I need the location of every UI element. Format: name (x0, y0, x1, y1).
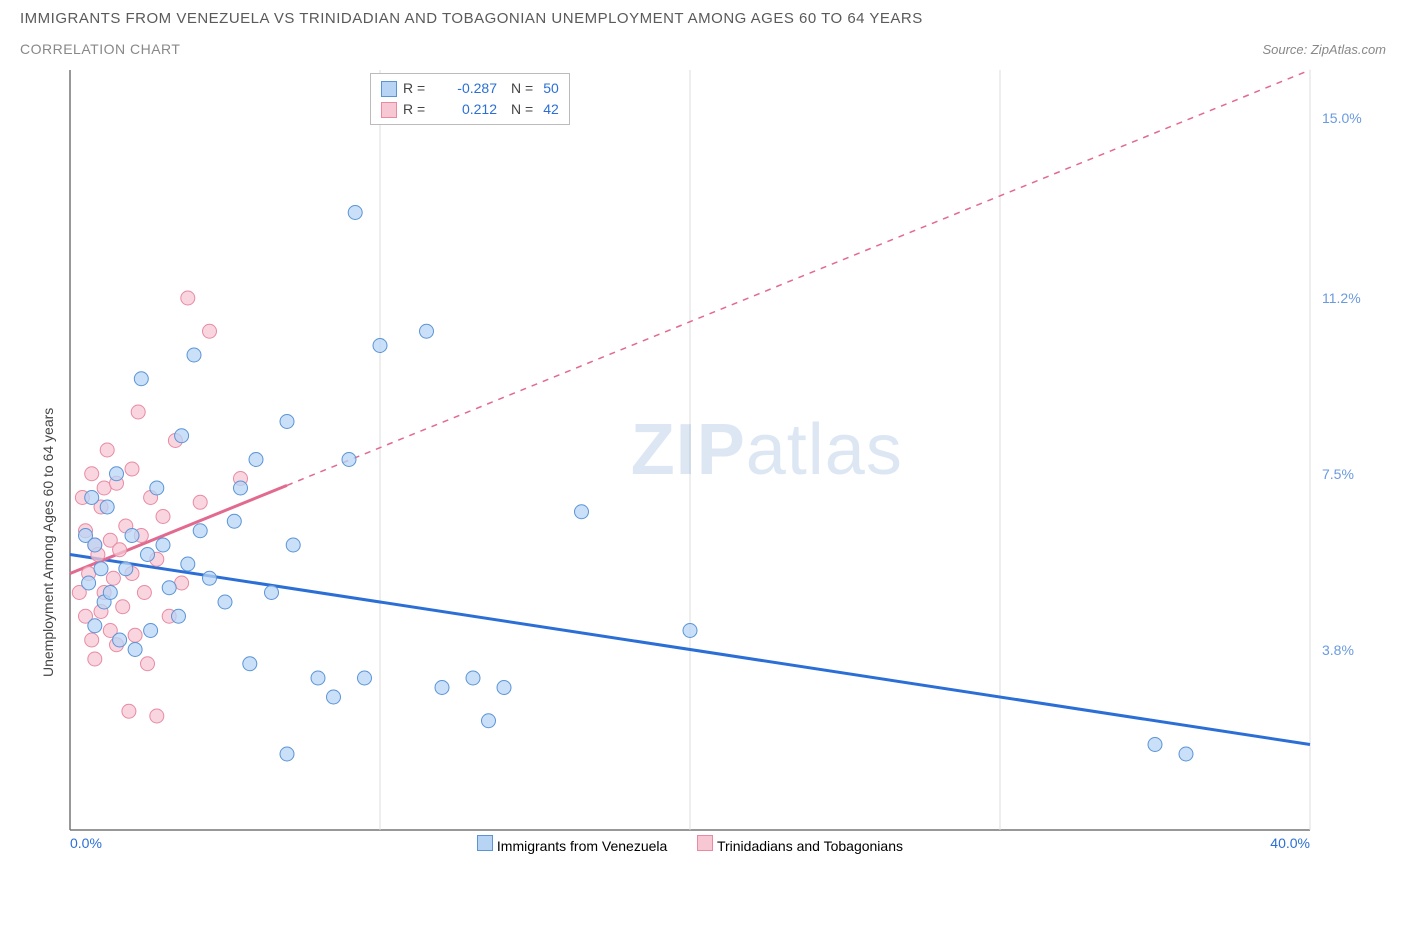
chart-title: IMMIGRANTS FROM VENEZUELA VS TRINIDADIAN… (20, 10, 1386, 27)
swatch-pink-icon (697, 835, 713, 851)
scatter-plot-svg (10, 65, 1380, 835)
legend-item-2: Trinidadians and Tobagonians (697, 835, 903, 854)
x-axis-max: 40.0% (1270, 835, 1310, 851)
swatch-blue-icon (477, 835, 493, 851)
chart-subtitle: CORRELATION CHART (20, 41, 180, 57)
source-attribution: Source: ZipAtlas.com (1262, 42, 1386, 57)
series-legend: Immigrants from Venezuela Trinidadians a… (477, 835, 903, 854)
x-axis-min: 0.0% (70, 835, 102, 851)
swatch-pink-icon (381, 102, 397, 118)
legend-item-1: Immigrants from Venezuela (477, 835, 667, 854)
y-axis-label: Unemployment Among Ages 60 to 64 years (40, 408, 56, 677)
y-tick-label: 7.5% (1322, 466, 1354, 482)
y-tick-label: 15.0% (1322, 110, 1362, 126)
n-value-1: 50 (543, 78, 559, 99)
correlation-stats-box: R = -0.287 N = 50 R = 0.212 N = 42 (370, 73, 570, 125)
n-value-2: 42 (543, 99, 559, 120)
y-tick-label: 3.8% (1322, 642, 1354, 658)
stats-row-series-2: R = 0.212 N = 42 (381, 99, 559, 120)
r-value-2: 0.212 (437, 99, 497, 120)
x-axis-row: 0.0% Immigrants from Venezuela Trinidadi… (70, 835, 1310, 861)
chart-area: Unemployment Among Ages 60 to 64 years R… (10, 65, 1386, 835)
y-tick-label: 11.2% (1322, 290, 1361, 306)
stats-row-series-1: R = -0.287 N = 50 (381, 78, 559, 99)
r-value-1: -0.287 (437, 78, 497, 99)
swatch-blue-icon (381, 81, 397, 97)
